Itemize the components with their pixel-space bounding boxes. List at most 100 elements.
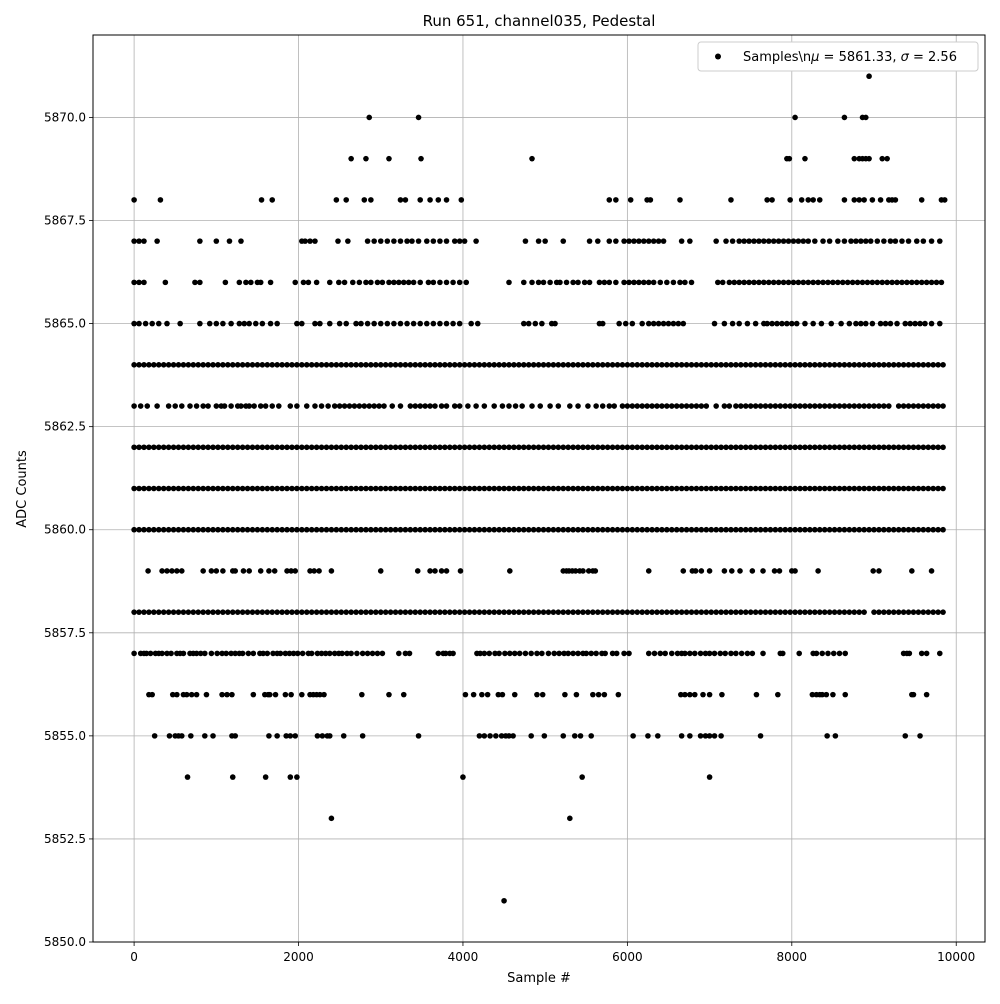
data-point [264,609,271,615]
data-point [522,238,529,244]
data-point [175,444,182,451]
data-point [613,650,620,657]
data-point [854,279,861,286]
data-point [391,279,397,286]
data-point [377,568,384,574]
data-point [895,362,902,368]
data-point [456,320,463,327]
data-point [747,362,754,368]
x-axis-ticks: 0 2000 4000 6000 8000 10000 [130,942,975,964]
data-point [678,238,685,244]
data-point [787,609,793,615]
data-point [807,362,813,368]
data-point [377,238,384,244]
data-point [580,526,586,533]
data-point [851,197,858,203]
data-point [593,650,599,657]
data-point [540,526,547,533]
data-point [930,362,937,368]
data-point [772,609,779,615]
data-point [787,444,793,451]
data-point [882,320,889,327]
data-point [359,733,366,739]
data-point [819,650,826,657]
data-point [655,238,662,244]
data-point [506,609,512,615]
data-point [575,444,581,451]
data-point [353,362,359,368]
data-point [609,650,616,657]
data-point [844,279,851,286]
data-point [777,444,784,451]
data-point [284,609,290,615]
data-point [886,526,892,533]
data-point [841,197,848,203]
data-point [747,526,754,533]
data-point [249,609,256,615]
data-point [437,238,443,244]
data-point [343,526,350,533]
data-point [358,320,364,327]
data-point [259,362,266,368]
data-point [673,403,680,409]
data-point [412,362,419,368]
data-point [308,444,315,451]
chart-title: Run 651, channel035, Pedestal [423,12,656,30]
data-point [826,403,833,409]
data-point [588,733,595,739]
data-point [160,362,167,368]
data-point [935,362,941,368]
data-point [165,609,172,615]
data-point [650,279,657,286]
data-point [443,197,450,203]
data-point [836,526,843,533]
data-point [131,403,137,409]
data-point [764,320,770,327]
data-point [757,485,764,492]
data-point [344,650,350,657]
data-point [728,650,734,657]
data-point [675,320,682,327]
data-point [575,362,581,368]
data-point [519,403,525,409]
data-point [343,320,350,327]
data-point [511,691,518,698]
data-point [430,238,437,244]
data-point [683,609,690,615]
data-point [555,485,562,492]
data-point [377,444,384,451]
data-point [905,444,912,451]
data-point [664,362,670,368]
data-point [815,568,821,574]
data-point [645,279,652,286]
data-point [876,444,882,451]
data-point [767,609,774,615]
data-point [284,362,290,368]
data-point [141,526,147,533]
data-point [137,403,144,409]
data-point [708,444,715,451]
data-point [260,650,266,657]
data-point [151,444,157,451]
data-point [437,362,443,368]
data-point [333,485,340,492]
data-point [539,691,546,698]
data-point [673,526,680,533]
data-point [913,238,920,244]
data-point [682,691,688,698]
data-point [680,568,687,574]
data-point [796,650,803,657]
data-point [246,320,253,327]
data-point [649,485,655,492]
data-point [938,279,945,286]
data-point [599,444,606,451]
data-point [650,238,657,244]
data-point [229,444,236,451]
data-point [936,238,943,244]
data-point [248,279,254,286]
data-point [511,526,517,533]
data-point [185,609,192,615]
data-point [481,650,488,657]
data-point [206,320,213,327]
data-point [718,733,724,739]
